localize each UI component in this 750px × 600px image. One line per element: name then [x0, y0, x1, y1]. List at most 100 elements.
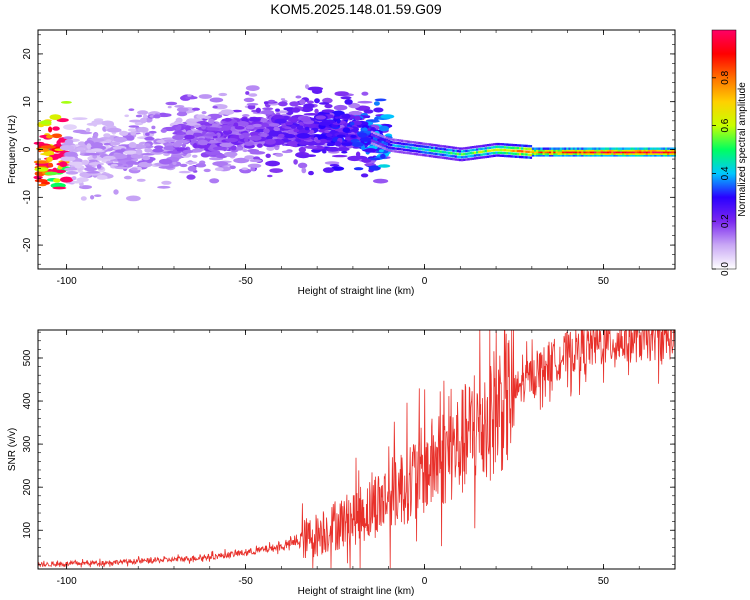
- spectrogram-cell: [508, 152, 511, 155]
- spectrogram-cell: [325, 146, 341, 152]
- spectrogram-cell: [561, 147, 565, 150]
- spectrogram-cell: [167, 105, 172, 109]
- spectrogram-cell: [65, 171, 79, 175]
- spectrogram-cell: [396, 150, 399, 153]
- spectrogram-cell: [572, 149, 576, 152]
- spectrogram-cell: [609, 154, 612, 157]
- spectrogram-cell: [441, 145, 445, 148]
- spectrogram-cell: [564, 152, 567, 155]
- spectrogram-cell: [348, 102, 361, 109]
- spectrogram-cell: [665, 149, 668, 152]
- spectrogram-cell: [392, 144, 395, 147]
- spectrogram-cell: [510, 149, 513, 152]
- spectrogram-cell: [370, 142, 374, 145]
- spectrogram-cell: [137, 126, 149, 133]
- spectrogram-cell: [613, 149, 616, 152]
- spectrogram-cell: [413, 141, 417, 144]
- spectrogram-cell: [259, 118, 268, 123]
- spectrogram-cell: [568, 150, 571, 154]
- spectrogram-cell: [103, 142, 111, 146]
- spectrogram-cell: [187, 165, 197, 172]
- spectrogram-cell: [639, 150, 642, 154]
- spectrogram-cell: [461, 153, 464, 156]
- spectrogram-cell: [637, 152, 640, 155]
- spectrogram-cell: [534, 152, 537, 155]
- spectrogram-cell: [484, 155, 487, 159]
- spectrogram-cell: [195, 163, 207, 168]
- spectrogram-cell: [370, 130, 374, 134]
- spectrogram-cell: [388, 140, 391, 143]
- spectrogram-cell: [643, 150, 646, 154]
- spectrogram-cell: [540, 149, 543, 152]
- spectrogram-cell: [379, 142, 382, 146]
- spectrogram-cell: [639, 149, 642, 152]
- spectrogram-cell: [53, 178, 61, 183]
- spectrogram-cell: [89, 138, 105, 143]
- spectrogram-cell: [506, 154, 509, 158]
- spectrogram-cell: [318, 102, 330, 105]
- spectrogram-cell: [301, 167, 307, 174]
- spectrogram-cell: [336, 147, 350, 152]
- spectrogram-cell: [315, 115, 327, 120]
- snr-xlabel: Height of straight line (km): [298, 586, 415, 597]
- y-tick-label: 100: [22, 521, 33, 538]
- spectrogram-cell: [424, 145, 427, 148]
- spectrogram-cell: [373, 143, 376, 146]
- snr-axes: -100 -50 0 50 100 200 300 400 500: [22, 330, 676, 587]
- spectrogram-cell: [519, 150, 522, 153]
- spectrogram-cell: [540, 147, 543, 150]
- spectrogram-cell: [357, 132, 368, 138]
- spectrogram-cell: [191, 148, 203, 153]
- spectrogram-cell: [467, 155, 470, 158]
- spectrogram-cell: [128, 108, 135, 111]
- spectrogram-cell: [497, 154, 500, 157]
- spectrogram-cell: [576, 150, 580, 154]
- spectrogram-cell: [564, 150, 567, 154]
- spectrogram-cell: [247, 163, 262, 168]
- spectrogram-cell: [390, 149, 393, 152]
- spectrogram-cell: [587, 149, 591, 152]
- spectrogram-cell: [549, 149, 552, 152]
- spectrogram-cell: [662, 152, 666, 155]
- spectrogram-cell: [354, 115, 361, 121]
- spectrogram-cell: [375, 144, 378, 147]
- spectrogram-cell: [654, 150, 657, 154]
- spectrogram-cell: [422, 145, 425, 148]
- spectrogram-cell: [665, 152, 668, 155]
- spectrogram-cell: [325, 133, 333, 137]
- spectrogram-cell: [52, 186, 67, 190]
- x-tick-label: -100: [57, 276, 77, 287]
- spectrogram-cell: [285, 121, 293, 126]
- spectrogram-cell: [79, 131, 93, 135]
- spectrogram-cell: [501, 148, 505, 152]
- spectrogram-cell: [488, 146, 492, 149]
- colorbar-tick-label: 0.8: [720, 70, 731, 84]
- spectrogram-cell: [93, 133, 99, 138]
- colorbar-tick-label: 0.4: [720, 166, 731, 180]
- spectrogram-cell: [450, 146, 453, 149]
- spectrogram-cell: [531, 150, 535, 154]
- spectrogram-cell: [430, 146, 434, 149]
- spectrogram-cell: [566, 150, 569, 154]
- spectrogram-cell: [544, 152, 548, 155]
- spectrogram-cell: [318, 121, 331, 126]
- spectrogram-cell: [370, 133, 374, 137]
- spectrogram-cell: [405, 140, 408, 143]
- spectrogram-cell: [570, 154, 573, 157]
- spectrogram-cell: [667, 150, 670, 154]
- spectrogram-cell: [546, 150, 550, 154]
- spectrogram-cell: [136, 148, 143, 155]
- spectrogram-cell: [130, 130, 137, 136]
- spectrogram-cell: [671, 147, 674, 150]
- spectrogram-cell: [561, 154, 565, 157]
- spectrogram-cell: [398, 145, 402, 148]
- spectrogram-cell: [299, 99, 306, 105]
- spectrogram-cell: [652, 152, 655, 155]
- spectrogram-cell: [649, 150, 653, 154]
- spectrogram-cell: [576, 149, 580, 152]
- spectrogram-cell: [124, 114, 129, 118]
- spectrogram-cell: [643, 147, 646, 150]
- spectrogram-cell: [306, 100, 314, 104]
- spectrogram-cell: [60, 101, 72, 104]
- spectrogram-cell: [639, 147, 642, 150]
